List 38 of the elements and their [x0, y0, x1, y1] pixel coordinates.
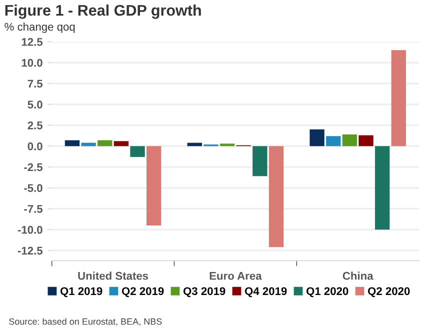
x-tick-label: United States [78, 272, 148, 280]
bar [252, 146, 268, 176]
bar [358, 135, 374, 146]
source-note: Source: based on Eurostat, BEA, NBS [9, 318, 162, 326]
y-tick-label: 7.5 [28, 80, 43, 88]
y-tick-label: 12.5 [22, 38, 43, 46]
legend-label: Q4 2019 [244, 287, 287, 298]
x-tick-label: China [342, 272, 374, 280]
y-tick-label: -10.0 [18, 226, 42, 234]
legend-label: Q3 2019 [183, 287, 226, 298]
bar [98, 140, 112, 146]
y-tick-label: -12.5 [18, 246, 43, 255]
y-tick-label: -5.0 [24, 184, 42, 192]
y-tick-label: 0.0 [28, 142, 42, 150]
y-tick-label: 2.5 [28, 122, 43, 130]
y-tick-label: -2.5 [24, 163, 43, 172]
bar [114, 141, 129, 146]
bar [391, 50, 406, 146]
bar [130, 146, 145, 157]
bar [220, 144, 235, 146]
y-tick-label: -7.5 [24, 205, 43, 213]
bar [81, 142, 96, 146]
bar [146, 146, 162, 226]
bar [268, 146, 284, 248]
y-tick-label: 10.0 [22, 58, 42, 67]
x-tick-label: Euro Area [210, 272, 262, 280]
bar [64, 140, 80, 146]
chart-title: Figure 1 - Real GDP growth [5, 4, 201, 19]
y-tick-label: 5.0 [28, 100, 42, 109]
bar [310, 129, 324, 146]
bar [374, 146, 390, 230]
legend-label: Q2 2019 [122, 287, 164, 298]
chart-subtitle: % change qoq [4, 22, 75, 33]
legend-label: Q1 2020 [306, 287, 348, 298]
legend-label: Q1 2019 [60, 287, 102, 298]
bar [342, 134, 358, 146]
bar [326, 136, 341, 146]
legend-label: Q2 2020 [368, 287, 410, 298]
